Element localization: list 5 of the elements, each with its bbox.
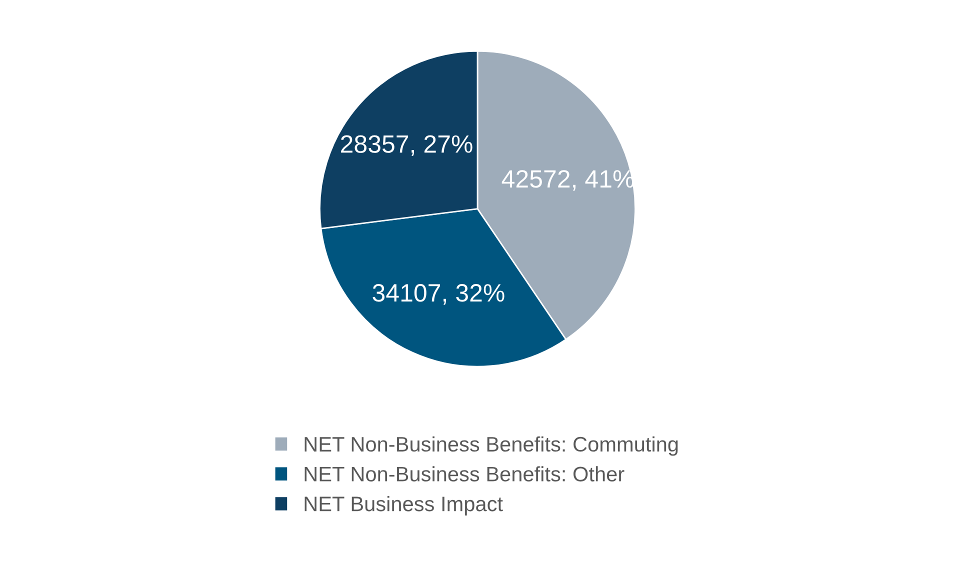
data-label: 34107, 32% (372, 284, 504, 305)
legend-label: NET Non-Business Benefits: Other (304, 466, 624, 482)
legend-label: NET Non-Business Benefits: Commuting (304, 436, 678, 456)
data-label: 28357, 27% (341, 135, 472, 156)
legend-label: NET Business Impact (304, 496, 503, 516)
